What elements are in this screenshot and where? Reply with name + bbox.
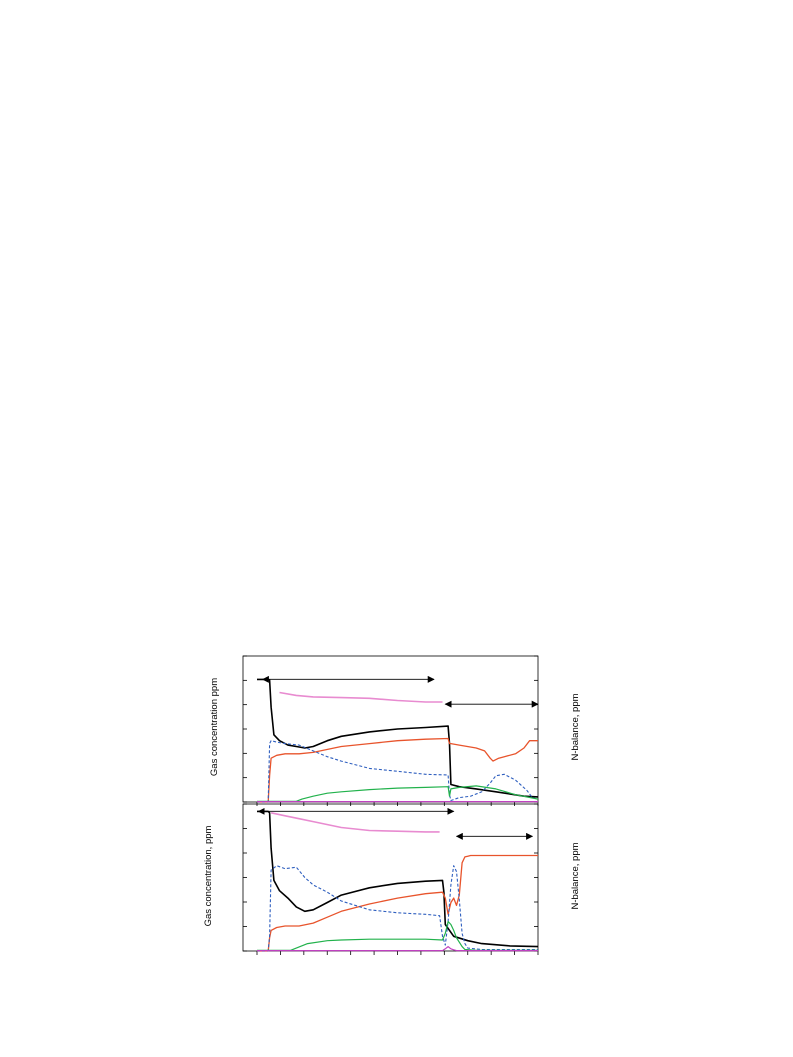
top-y2-axis-label: N-balance, ppm [570, 693, 581, 760]
bottom-y2-axis-label: N-balance, ppm [570, 842, 581, 909]
plot-frame [242, 803, 539, 952]
bottom-y-axis-label: Gas concentration, ppm [203, 825, 214, 926]
top-y-axis-label: Gas concentration ppm [209, 678, 220, 776]
series-line-blue [257, 865, 538, 952]
series-line-total [257, 678, 539, 798]
top-panel [242, 655, 539, 806]
bottom-panel [242, 803, 539, 955]
series-line-magenta [257, 945, 538, 952]
series-line-orange [257, 737, 538, 803]
series-line-green [257, 785, 539, 802]
series-line-green [257, 920, 538, 951]
series-line-pink [270, 812, 440, 833]
series-line-total [257, 810, 539, 948]
series-line-blue [257, 740, 539, 803]
series-line-pink [279, 691, 443, 703]
series-line-orange [257, 854, 538, 952]
